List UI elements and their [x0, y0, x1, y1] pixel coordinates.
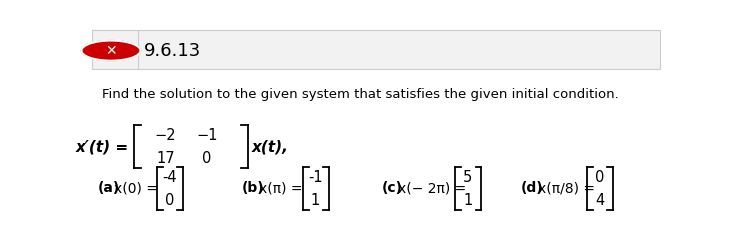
Text: x(− 2π) =: x(− 2π) =: [399, 181, 467, 195]
Text: x(π) =: x(π) =: [259, 181, 303, 195]
Text: 0: 0: [594, 170, 604, 185]
Text: x(π/8) =: x(π/8) =: [537, 181, 594, 195]
Text: x(0) =: x(0) =: [114, 181, 158, 195]
Text: −1: −1: [196, 129, 218, 143]
Text: 9.6.13: 9.6.13: [144, 42, 201, 60]
Text: 17: 17: [156, 151, 174, 166]
Circle shape: [81, 41, 141, 61]
Text: x′(t) =: x′(t) =: [75, 139, 128, 154]
Text: 1: 1: [311, 193, 320, 208]
Text: (d): (d): [520, 181, 543, 195]
Text: (c): (c): [381, 181, 402, 195]
Text: Find the solution to the given system that satisfies the given initial condition: Find the solution to the given system th…: [102, 88, 619, 101]
Text: 4: 4: [595, 193, 604, 208]
Text: 0: 0: [165, 193, 174, 208]
Text: −2: −2: [155, 129, 177, 143]
Text: x(t),: x(t),: [252, 139, 289, 154]
Text: ✕: ✕: [105, 44, 117, 58]
FancyBboxPatch shape: [92, 30, 660, 69]
Text: 1: 1: [463, 193, 472, 208]
Text: 5: 5: [463, 170, 472, 185]
Text: 0: 0: [202, 151, 212, 166]
Text: (a): (a): [97, 181, 119, 195]
Text: -1: -1: [308, 170, 323, 185]
Text: (b): (b): [242, 181, 265, 195]
Text: -4: -4: [162, 170, 177, 185]
